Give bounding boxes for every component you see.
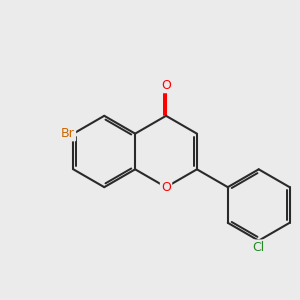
Text: Cl: Cl	[253, 241, 265, 254]
Text: Br: Br	[61, 127, 75, 140]
Text: O: O	[161, 79, 171, 92]
Text: O: O	[161, 181, 171, 194]
